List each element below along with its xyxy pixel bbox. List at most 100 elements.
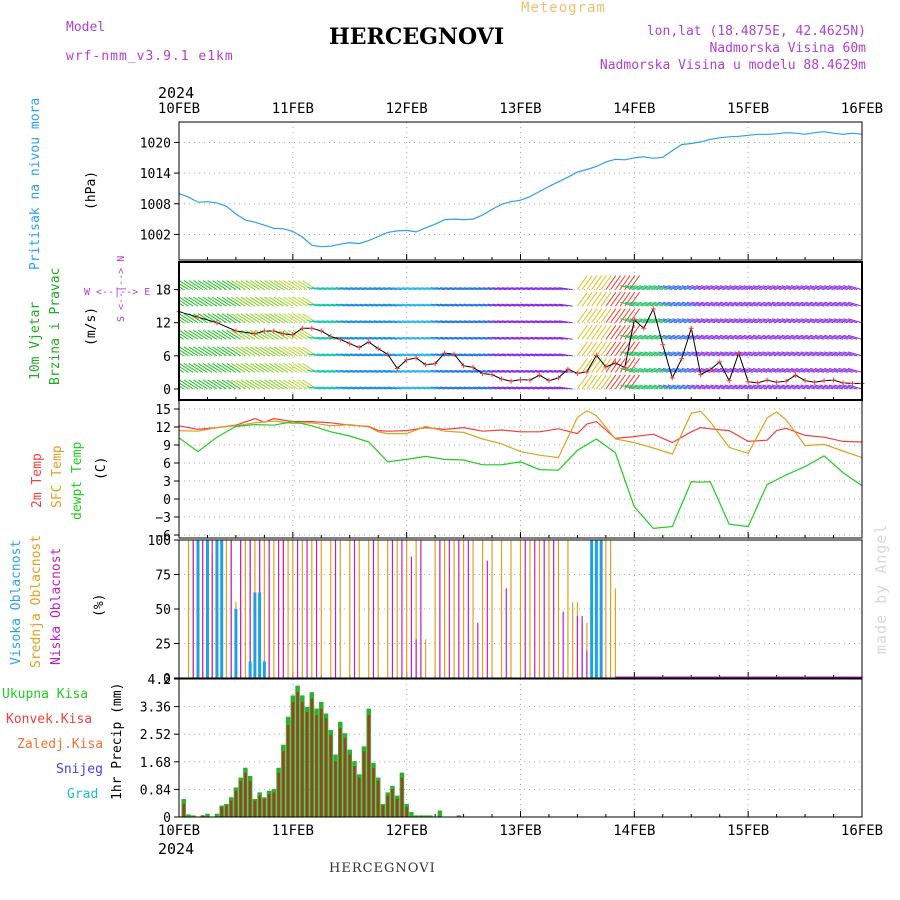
wind-barb	[501, 320, 516, 324]
wind-barb	[681, 367, 697, 373]
wind-barb	[530, 303, 545, 307]
wind-barb	[354, 336, 369, 340]
wind-barb	[800, 285, 815, 291]
wind-barb	[828, 301, 844, 307]
y-tick-label: 0	[163, 493, 171, 508]
precip-bar	[367, 715, 370, 817]
wind-barb	[458, 386, 474, 390]
cloud-bar	[557, 540, 560, 678]
wind-barb	[696, 367, 711, 373]
wind-barb	[340, 336, 355, 340]
wind-barb	[202, 362, 218, 373]
wind-barb	[634, 367, 649, 373]
wind-barb	[183, 296, 199, 307]
cloud-bar	[439, 540, 441, 678]
y-tick-label: 0	[163, 811, 171, 826]
wind-barb	[202, 280, 218, 291]
y-tick-label: 1014	[140, 167, 171, 182]
wind-barb	[558, 386, 573, 390]
wind-barb	[240, 280, 256, 291]
wind-barb	[809, 384, 825, 390]
wind-barb	[373, 369, 388, 373]
wind-barb	[581, 374, 593, 390]
wind-barb	[648, 318, 663, 324]
wind-barb	[629, 367, 644, 373]
wind-barb	[577, 324, 588, 340]
wind-barb	[430, 386, 445, 390]
wind-gust-mark	[451, 351, 457, 357]
y-tick-label: 12	[155, 317, 171, 332]
wind-barb	[444, 336, 459, 340]
wind-gust-mark	[755, 380, 761, 386]
wind-barb	[307, 353, 322, 357]
cloud-bar	[396, 540, 398, 678]
wind-barb	[653, 384, 668, 390]
wind-barb	[387, 386, 402, 390]
wind-barb	[648, 367, 663, 373]
wind-barb	[349, 353, 365, 357]
wind-gust-mark	[508, 378, 514, 384]
wind-barb	[359, 353, 374, 357]
wind-barb	[549, 303, 564, 307]
wind-barb	[468, 303, 483, 307]
wind-barb	[202, 346, 218, 357]
wind-barb	[662, 285, 678, 291]
wind-barb	[397, 369, 412, 373]
wind-barb	[553, 320, 569, 324]
wind-barb	[658, 384, 673, 390]
wind-barb	[710, 318, 725, 324]
precip-bar	[201, 815, 204, 817]
cloud-bar	[358, 540, 360, 678]
wind-barb	[345, 303, 360, 307]
wind-barb	[492, 320, 507, 324]
pressure-line	[178, 131, 863, 248]
cloud-bar	[610, 540, 612, 678]
cloud-bar	[458, 540, 460, 678]
wind-barb	[691, 351, 706, 357]
wind-barb	[511, 303, 526, 307]
wind-barb	[591, 341, 603, 357]
y-tick-label: 3.36	[140, 701, 171, 716]
wind-barb	[454, 320, 469, 324]
wind-barb	[581, 341, 593, 357]
wind-barb	[729, 285, 744, 291]
wind-barb	[311, 386, 327, 390]
wind-barb	[359, 303, 374, 307]
time-label-top: 12FEB	[386, 101, 428, 117]
wind-barb	[425, 386, 440, 390]
wind-barb	[292, 329, 308, 340]
wind-barb	[577, 275, 588, 290]
wind-barb	[477, 336, 493, 340]
wind-barb	[795, 318, 810, 324]
wind-barb	[767, 301, 782, 307]
wind-barb	[743, 301, 758, 307]
cloud-bar	[311, 540, 313, 678]
wind-barb	[207, 346, 222, 357]
cloud-bar	[196, 540, 200, 678]
wind-barb	[383, 386, 398, 390]
time-label-bottom: 12FEB	[386, 823, 428, 839]
wind-barb	[544, 336, 559, 340]
wind-gust-mark	[736, 350, 742, 356]
wind-gust-mark	[831, 377, 837, 383]
wind-barb	[805, 334, 820, 340]
wind-barb	[743, 318, 758, 324]
wind-barb	[444, 369, 459, 373]
wind-barb	[748, 351, 763, 357]
wind-barb	[700, 351, 716, 357]
wind-barb	[686, 318, 701, 324]
wind-barb	[193, 296, 208, 307]
wind-gust-mark	[802, 378, 808, 384]
wind-gust-mark	[499, 376, 505, 382]
wind-barb	[776, 351, 791, 357]
wind-barb	[179, 335, 185, 340]
y-tick-label: 0	[163, 383, 171, 398]
wind-barb	[364, 353, 379, 357]
cloud-bar	[491, 540, 493, 678]
wind-barb	[482, 353, 497, 357]
wind-barb	[326, 287, 341, 291]
wind-barb	[786, 334, 801, 340]
wind-barb	[216, 379, 232, 390]
cloud-bar	[262, 661, 266, 678]
wind-barb	[705, 367, 720, 373]
